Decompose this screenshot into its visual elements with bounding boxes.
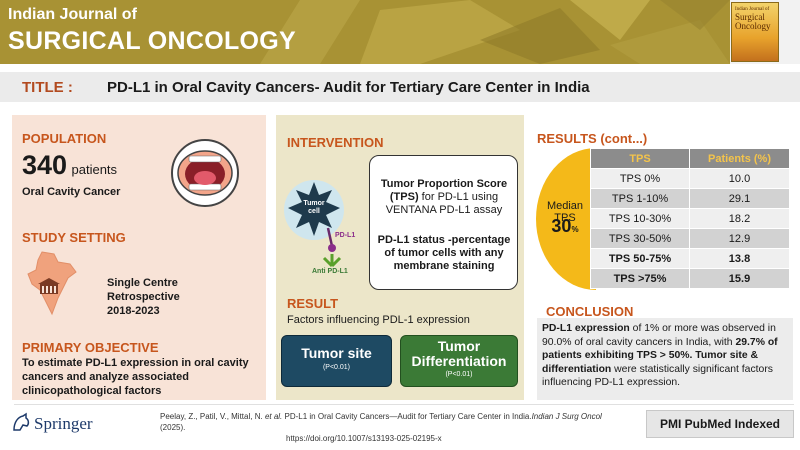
pubmed-text: PMI PubMed Indexed bbox=[659, 417, 780, 431]
india-map-icon bbox=[27, 251, 77, 316]
result-subtitle: Factors influencing PDL-1 expression bbox=[287, 314, 470, 326]
tumor-diff-label: Tumor Differentiation bbox=[411, 338, 507, 369]
conclusion-text-1: of 1% or more was observed in 90.0% of o… bbox=[542, 323, 776, 348]
citation-year: (2025). bbox=[160, 423, 186, 432]
population-count: 340 bbox=[22, 150, 68, 180]
table-row: TPS 10-30% 18.2 bbox=[589, 208, 790, 229]
study-setting-lines: Single Centre Retrospective 2018-2023 bbox=[107, 276, 180, 318]
pdl1-status-text: PD-L1 status -percentage of tumor cells … bbox=[377, 234, 511, 272]
table-row: TPS 0% 10.0 bbox=[589, 168, 790, 189]
tps-title-rest: for PD-L1 using VENTANA PD-L1 assay bbox=[385, 191, 503, 216]
journal-title-line2: SURGICAL ONCOLOGY bbox=[8, 27, 296, 55]
citation-title: PD-L1 in Oral Cavity Cancers—Audit for T… bbox=[282, 412, 532, 421]
tumor-cell-label: Tumor cell bbox=[303, 200, 325, 216]
cover-title-large: Surgical Oncology bbox=[735, 12, 771, 31]
title-bar bbox=[0, 72, 800, 102]
conclusion-text: PD-L1 expression of 1% or more was obser… bbox=[542, 322, 792, 390]
patients-cell: 15.9 bbox=[689, 268, 790, 289]
median-tps-label: Median TPS bbox=[546, 200, 584, 224]
primary-objective-text: To estimate PD-L1 expression in oral cav… bbox=[22, 357, 249, 397]
median-tps-unit: % bbox=[571, 225, 579, 234]
study-setting-line-3: 2018-2023 bbox=[107, 305, 160, 317]
tps-cell: TPS 1-10% bbox=[589, 188, 691, 209]
median-tps-halfcircle bbox=[536, 148, 596, 290]
tps-description: Tumor Proportion Score (TPS) for PD-L1 u… bbox=[376, 178, 512, 217]
open-mouth-icon bbox=[171, 139, 239, 207]
tumor-site-label: Tumor site bbox=[301, 345, 372, 361]
study-setting-line-2: Retrospective bbox=[107, 291, 180, 303]
conclusion-box bbox=[537, 318, 793, 400]
median-tps-value-row: 30% bbox=[536, 216, 594, 237]
springer-horse-icon bbox=[13, 412, 30, 431]
tumor-site-pvalue: (P<0.01) bbox=[322, 364, 351, 371]
citation-authors: Peelay, Z., Patil, V., Mittal, N. bbox=[160, 412, 265, 421]
population-unit: patients bbox=[71, 162, 118, 177]
population-count-row: 340 patients bbox=[22, 150, 117, 181]
pubmed-badge: PMI PubMed Indexed bbox=[646, 410, 794, 438]
tumor-label-line-2: cell bbox=[308, 208, 320, 215]
patients-cell: 10.0 bbox=[689, 168, 790, 189]
col-header-tps: TPS bbox=[589, 148, 691, 169]
footer-divider bbox=[14, 404, 794, 405]
patients-cell: 12.9 bbox=[689, 228, 790, 249]
tps-info-box bbox=[369, 155, 518, 290]
col-header-patients: Patients (%) bbox=[689, 148, 790, 169]
conclusion-bold-1: PD-L1 expression bbox=[542, 323, 630, 334]
conclusion-bold-2: 29.7% of patients exhibiting TPS > 50%. … bbox=[542, 336, 778, 375]
journal-title-line1: Indian Journal of bbox=[8, 6, 137, 23]
tps-cell: TPS 50-75% bbox=[589, 248, 691, 269]
tumor-label-line-1: Tumor bbox=[303, 200, 325, 207]
population-heading: POPULATION bbox=[22, 131, 107, 146]
journal-cover-image: Indian Journal of Surgical Oncology bbox=[731, 2, 779, 62]
table-row: TPS 30-50% 12.9 bbox=[589, 228, 790, 249]
table-row: TPS 1-10% 29.1 bbox=[589, 188, 790, 209]
tps-cell: TPS 10-30% bbox=[589, 208, 691, 229]
table-row: TPS 50-75% 13.8 bbox=[589, 248, 790, 269]
primary-objective-heading: PRIMARY OBJECTIVE bbox=[22, 340, 159, 355]
population-condition: Oral Cavity Cancer bbox=[22, 186, 121, 198]
tumor-cell-antibody-icon bbox=[284, 180, 344, 268]
title-label: TITLE : bbox=[22, 79, 73, 96]
patients-cell: 29.1 bbox=[689, 188, 790, 209]
conclusion-text-2: were statistically significant factors i… bbox=[542, 363, 773, 389]
result-heading: RESULT bbox=[287, 296, 339, 311]
tps-title: Tumor Proportion Score (TPS) bbox=[380, 178, 508, 203]
tps-cell: TPS 0% bbox=[589, 168, 691, 189]
study-setting-line-1: Single Centre bbox=[107, 277, 178, 289]
citation: Peelay, Z., Patil, V., Mittal, N. et al.… bbox=[160, 411, 620, 444]
springer-logo: Springer bbox=[34, 414, 93, 433]
tps-cell: TPS >75% bbox=[589, 268, 691, 289]
conclusion-heading: CONCLUSION bbox=[546, 304, 634, 319]
pdl1-label: PD-L1 bbox=[335, 232, 356, 239]
tps-results-table: TPS Patients (%) TPS 0% 10.0 TPS 1-10% 2… bbox=[589, 148, 790, 289]
page-title: PD-L1 in Oral Cavity Cancers- Audit for … bbox=[107, 79, 590, 96]
anti-pdl1-label: Anti PD-L1 bbox=[312, 268, 348, 275]
results-cont-heading: RESULTS (cont...) bbox=[537, 131, 648, 146]
cover-title-small: Indian Journal of bbox=[735, 7, 770, 12]
table-row: TPS >75% 15.9 bbox=[589, 268, 790, 289]
intervention-heading: INTERVENTION bbox=[287, 135, 384, 150]
table-header-row: TPS Patients (%) bbox=[589, 148, 790, 169]
patients-cell: 13.8 bbox=[689, 248, 790, 269]
tps-cell: TPS 30-50% bbox=[589, 228, 691, 249]
tumor-differentiation-factor: Tumor Differentiation (P<0.01) bbox=[400, 335, 518, 387]
median-tps-value: 30 bbox=[551, 216, 572, 236]
citation-journal: Indian J Surg Oncol bbox=[531, 412, 602, 421]
study-setting-heading: STUDY SETTING bbox=[22, 230, 126, 245]
citation-doi-link[interactable]: https://doi.org/10.1007/s13193-025-02195… bbox=[286, 434, 442, 443]
tumor-site-factor: Tumor site (P<0.01) bbox=[281, 335, 392, 387]
citation-etal: et al. bbox=[264, 412, 283, 421]
patients-cell: 18.2 bbox=[689, 208, 790, 229]
tumor-diff-pvalue: (P<0.01) bbox=[445, 371, 473, 378]
